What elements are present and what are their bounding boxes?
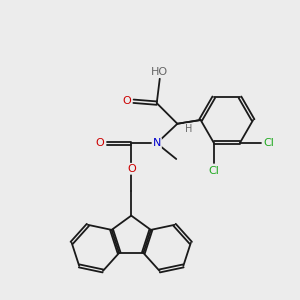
Text: HO: HO	[151, 67, 168, 77]
Text: H: H	[185, 124, 192, 134]
Text: O: O	[96, 138, 104, 148]
Text: N: N	[153, 138, 161, 148]
Text: O: O	[127, 164, 136, 174]
Text: Cl: Cl	[208, 166, 219, 176]
Text: Cl: Cl	[263, 138, 274, 148]
Text: O: O	[122, 96, 131, 106]
